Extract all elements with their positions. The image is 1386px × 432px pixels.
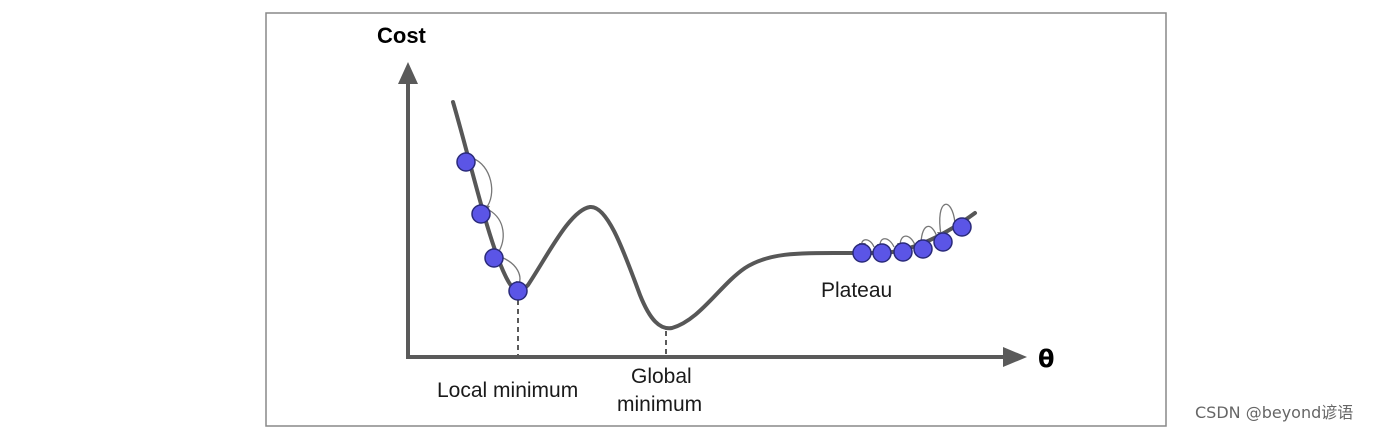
descent-step-ball xyxy=(484,248,504,268)
y-axis-label: Cost xyxy=(377,23,427,48)
cost-curve xyxy=(451,100,977,331)
hop-arrow xyxy=(920,225,938,244)
global-minimum-label-line1: Global xyxy=(631,365,692,388)
hop-arrow xyxy=(471,157,493,209)
diagram-frame xyxy=(265,12,1167,427)
plateau-label: Plateau xyxy=(821,279,892,302)
hop-arrow xyxy=(488,209,504,254)
plateau-step-ball xyxy=(893,242,913,262)
descent-step-ball xyxy=(456,152,476,172)
plateau-step-ball xyxy=(852,243,872,263)
hop-arrow xyxy=(939,203,956,236)
x-axis-arrowhead xyxy=(1003,347,1027,367)
global-minimum-label-line2: minimum xyxy=(617,393,702,416)
descent-step-ball xyxy=(508,281,528,301)
watermark-text: CSDN @beyond谚语 xyxy=(1195,403,1353,422)
descent-step-ball xyxy=(471,204,491,224)
plateau-step-ball xyxy=(933,232,953,252)
plateau-step-ball xyxy=(872,243,892,263)
y-axis-arrowhead xyxy=(398,62,418,84)
x-axis-label: θ xyxy=(1038,345,1055,373)
local-minimum-label: Local minimum xyxy=(437,379,578,402)
plateau-step-ball xyxy=(913,239,933,259)
plateau-step-ball xyxy=(952,217,972,237)
